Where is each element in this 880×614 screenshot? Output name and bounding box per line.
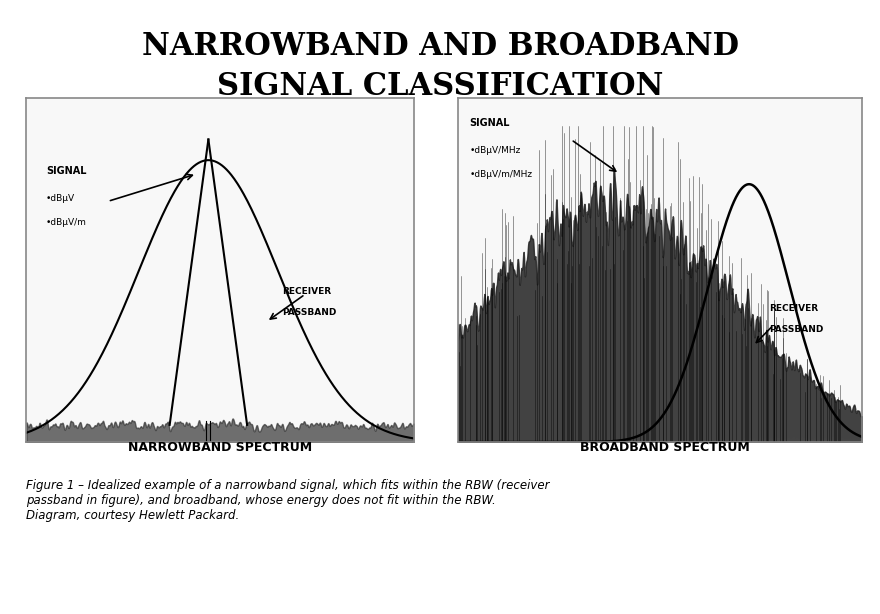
Text: RECEIVER: RECEIVER (769, 305, 818, 313)
Text: •dBμV: •dBμV (46, 195, 75, 203)
Text: NARROWBAND SPECTRUM: NARROWBAND SPECTRUM (128, 441, 312, 454)
Text: SIGNAL: SIGNAL (46, 166, 86, 176)
Text: •dBμV/m/MHz: •dBμV/m/MHz (470, 170, 533, 179)
Text: •dBμV/m: •dBμV/m (46, 219, 86, 227)
Text: RECEIVER: RECEIVER (282, 287, 331, 296)
Text: BROADBAND SPECTRUM: BROADBAND SPECTRUM (580, 441, 749, 454)
Text: NARROWBAND AND BROADBAND: NARROWBAND AND BROADBAND (142, 31, 738, 61)
Text: •dBμV/MHz: •dBμV/MHz (470, 146, 521, 155)
Text: SIGNAL: SIGNAL (470, 118, 510, 128)
Text: Figure 1 – Idealized example of a narrowband signal, which fits within the RBW (: Figure 1 – Idealized example of a narrow… (26, 479, 550, 522)
Text: SIGNAL CLASSIFICATION: SIGNAL CLASSIFICATION (216, 71, 664, 101)
Text: PASSBAND: PASSBAND (282, 308, 336, 317)
Text: PASSBAND: PASSBAND (769, 325, 824, 334)
